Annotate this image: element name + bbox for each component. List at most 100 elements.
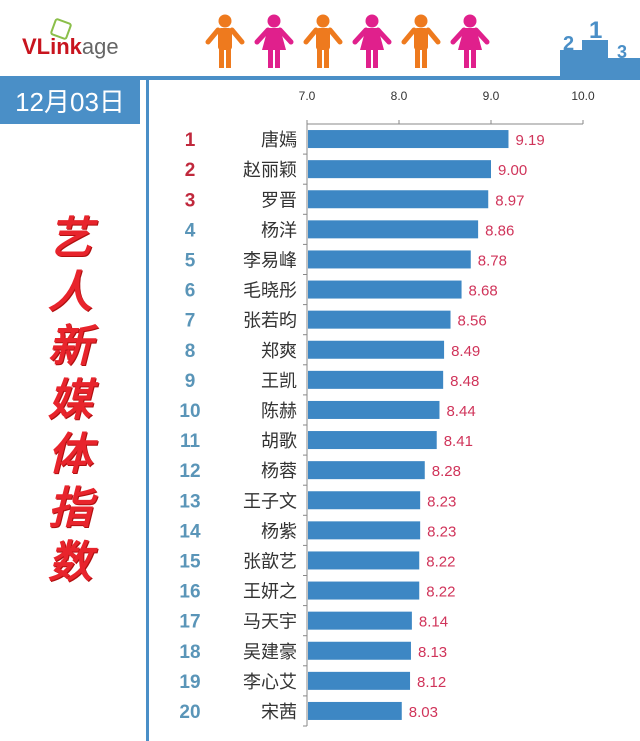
female-person-icon xyxy=(254,14,294,68)
value-label: 8.49 xyxy=(451,343,480,360)
artist-name: 杨蓉 xyxy=(261,461,297,482)
artist-name: 李易峰 xyxy=(243,250,297,271)
rank-number: 15 xyxy=(179,551,201,572)
artist-name: 杨洋 xyxy=(261,220,297,241)
value-label: 8.56 xyxy=(458,313,487,330)
rank-number: 3 xyxy=(185,190,196,211)
value-label: 8.23 xyxy=(427,523,456,540)
artist-name: 郑爽 xyxy=(261,341,297,362)
artist-name: 吴建豪 xyxy=(243,642,297,663)
value-label: 9.00 xyxy=(498,162,527,179)
bar xyxy=(308,220,479,239)
bar xyxy=(308,250,471,269)
title-char: 新 xyxy=(48,321,92,372)
header-divider xyxy=(0,76,640,80)
vertical-title: 艺人新媒体指数 xyxy=(40,212,100,590)
value-label: 8.41 xyxy=(444,433,473,450)
bar xyxy=(308,310,451,329)
value-label: 8.14 xyxy=(419,614,448,631)
rank-number: 19 xyxy=(179,672,200,693)
rank-number: 10 xyxy=(179,401,200,422)
title-char: 艺 xyxy=(48,213,92,264)
left-divider xyxy=(146,80,149,741)
value-label: 9.19 xyxy=(515,132,544,149)
bar xyxy=(308,130,509,149)
rank-number: 11 xyxy=(180,431,201,452)
title-char: 人 xyxy=(48,267,92,318)
x-tick-label: 9.0 xyxy=(483,89,500,103)
bar xyxy=(308,160,491,179)
female-person-icon xyxy=(352,14,392,68)
artist-name: 王子文 xyxy=(243,491,297,512)
artist-name: 王妍之 xyxy=(243,582,297,603)
value-label: 8.78 xyxy=(478,252,507,269)
rank-number: 9 xyxy=(185,371,196,392)
rank-number: 14 xyxy=(179,521,201,542)
title-char: 媒 xyxy=(48,375,92,426)
title-char: 体 xyxy=(48,429,92,480)
artist-name: 陈赫 xyxy=(261,401,297,422)
svg-text:1: 1 xyxy=(589,17,602,44)
male-person-icon xyxy=(401,14,441,68)
bar xyxy=(308,671,411,690)
rank-number: 8 xyxy=(185,341,196,362)
title-char: 数 xyxy=(48,537,92,588)
svg-text:3: 3 xyxy=(617,42,627,62)
value-label: 8.22 xyxy=(426,553,455,570)
artist-name: 杨紫 xyxy=(261,521,297,542)
rank-number: 5 xyxy=(185,250,196,271)
rank-number: 17 xyxy=(179,612,200,633)
rank-number: 13 xyxy=(179,491,200,512)
male-person-icon xyxy=(205,14,245,68)
rank-number: 16 xyxy=(179,582,200,603)
rank-number: 4 xyxy=(185,220,196,241)
bar xyxy=(308,431,437,450)
people-icons xyxy=(205,14,490,70)
value-label: 8.23 xyxy=(427,493,456,510)
bar xyxy=(308,641,411,660)
podium-icon: 2 1 3 xyxy=(560,17,640,78)
rank-number: 20 xyxy=(179,702,200,723)
value-label: 8.86 xyxy=(485,222,514,239)
artist-name: 赵丽颖 xyxy=(243,160,297,181)
x-tick-label: 8.0 xyxy=(391,89,408,103)
bar xyxy=(308,340,445,359)
artist-name: 马天宇 xyxy=(243,612,297,633)
artist-name: 毛晓彤 xyxy=(243,281,297,302)
rank-number: 1 xyxy=(185,130,196,151)
title-char: 指 xyxy=(48,483,92,534)
artist-name: 张若昀 xyxy=(243,311,297,332)
artist-name: 罗晋 xyxy=(261,190,297,211)
male-person-icon xyxy=(303,14,343,68)
bar xyxy=(308,551,420,570)
bar xyxy=(308,370,444,389)
value-label: 8.28 xyxy=(432,463,461,480)
value-label: 8.44 xyxy=(446,403,475,420)
artist-name: 唐嫣 xyxy=(261,130,297,151)
female-person-icon xyxy=(450,14,490,68)
value-label: 8.68 xyxy=(469,283,498,300)
value-label: 8.12 xyxy=(417,674,446,691)
x-tick-label: 10.0 xyxy=(571,89,595,103)
rank-number: 12 xyxy=(179,461,200,482)
rank-number: 7 xyxy=(185,311,196,332)
bar xyxy=(308,491,421,510)
artist-name: 胡歌 xyxy=(261,431,297,452)
x-tick-label: 7.0 xyxy=(299,89,316,103)
artist-name: 王凯 xyxy=(261,371,297,392)
bar xyxy=(308,461,425,480)
artist-name: 李心艾 xyxy=(243,672,297,693)
bar xyxy=(308,521,421,540)
vlinkage-logo: VLinkage xyxy=(22,34,119,59)
value-label: 8.22 xyxy=(426,584,455,601)
value-label: 8.97 xyxy=(495,192,524,209)
bar xyxy=(308,280,462,299)
date-label: 12月03日 xyxy=(0,80,140,124)
bar xyxy=(308,581,420,600)
bar xyxy=(308,190,489,209)
value-label: 8.03 xyxy=(409,704,438,721)
value-label: 8.13 xyxy=(418,644,447,661)
bar xyxy=(308,400,440,419)
rank-number: 18 xyxy=(179,642,200,663)
